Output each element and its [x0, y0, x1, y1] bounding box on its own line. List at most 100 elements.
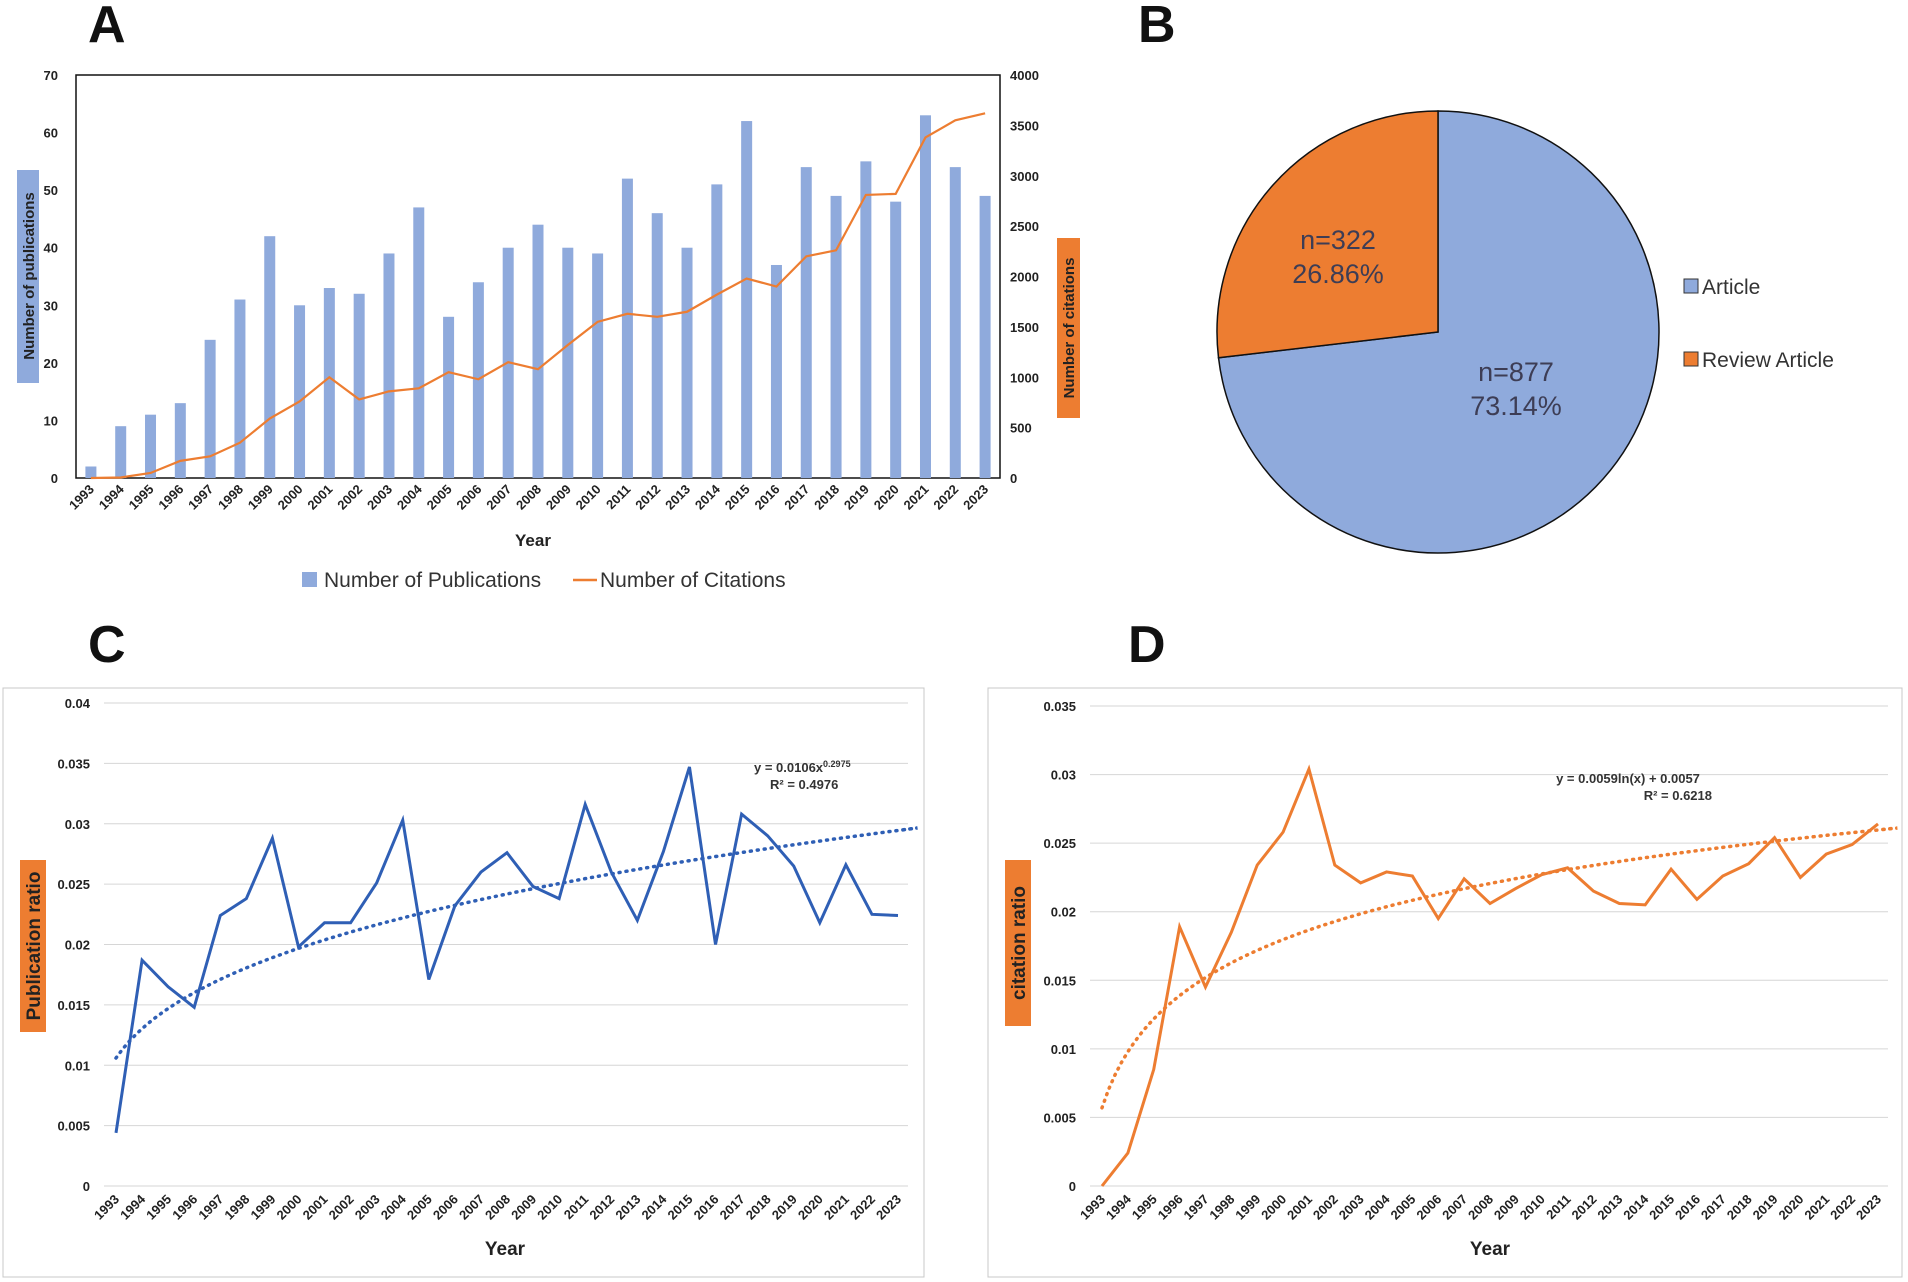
chart-a-x-tick-label: 2007 — [483, 482, 514, 513]
chart-a: 0 10 20 30 40 50 60 70 0 500 1000 1500 2000 2500 3000… — [17, 68, 1080, 592]
chart-d-series-line — [1100, 764, 1879, 1187]
legend-swatch-review-article — [1683, 351, 1699, 367]
pie-label-review-percent: 26.86% — [1292, 259, 1384, 289]
chart-b-legend: Article Review Article — [1683, 276, 1834, 372]
chart-a-y-tick-label: 20 — [44, 356, 58, 371]
chart-a-x-tick-label: 2012 — [632, 482, 663, 513]
chart-c-equation-base: y = 0.0106x — [754, 760, 824, 775]
chart-a-bar-1999 — [264, 236, 276, 478]
chart-c-x-tick-label: 2014 — [638, 1191, 670, 1223]
chart-a-bar-2019 — [860, 161, 872, 478]
chart-a-bar-1994 — [115, 426, 127, 478]
chart-c-x-tick-label: 1998 — [221, 1192, 252, 1223]
chart-c-x-tick-label: 2017 — [717, 1192, 748, 1223]
chart-d-r2: R² = 0.6218 — [1644, 788, 1712, 803]
chart-a-y2-tick-label: 1500 — [1010, 320, 1039, 335]
chart-d-x-tick-label: 2016 — [1672, 1192, 1703, 1223]
chart-a-x-tick-label: 2009 — [543, 482, 574, 513]
chart-a-bar-2017 — [800, 167, 812, 478]
chart-a-x-tick-label: 2011 — [603, 482, 634, 513]
chart-c-trendline — [114, 826, 918, 1060]
chart-c-gridlines — [104, 702, 908, 1187]
chart-a-citation-line — [90, 112, 986, 480]
chart-a-bar-1998 — [234, 299, 246, 478]
chart-c-x-tick-label: 2020 — [795, 1192, 826, 1223]
chart-c-x-tick-label: 2013 — [612, 1192, 643, 1223]
chart-a-y2-tick-label: 2000 — [1010, 270, 1039, 285]
chart-d-x-tick-label: 1995 — [1129, 1192, 1160, 1223]
chart-a-x-tick-label: 2019 — [841, 482, 872, 513]
chart-c-x-tick-label: 2011 — [561, 1192, 592, 1223]
chart-a-y-tick-label: 60 — [44, 126, 58, 141]
chart-a-y2-tick-label: 0 — [1010, 471, 1017, 486]
chart-a-x-tick-label: 1998 — [215, 482, 246, 513]
legend-label-article: Article — [1702, 276, 1760, 299]
chart-a-bar-2012 — [651, 213, 663, 478]
chart-d-x-ticks: 1993199419951996199719981999200020012002… — [1077, 1191, 1884, 1223]
chart-a-x-tick-label: 2021 — [901, 482, 932, 513]
chart-a-x-tick-label: 2022 — [930, 482, 961, 513]
chart-b-pie — [1216, 110, 1660, 554]
chart-a-y-tick-label: 70 — [44, 68, 58, 83]
chart-a-bar-2015 — [741, 121, 753, 479]
legend-swatch-article — [1683, 278, 1699, 294]
legend-label-citations: Number of Citations — [600, 569, 786, 592]
chart-d-y-title-bg — [1005, 860, 1031, 1026]
chart-a-bars — [85, 115, 991, 479]
chart-c-y-title-bg — [20, 860, 46, 1032]
chart-a-x-tick-label: 2014 — [692, 481, 724, 513]
chart-a-bar-2005 — [443, 316, 455, 478]
chart-a-x-tick-label: 2017 — [781, 482, 812, 513]
chart-d-y-tick-label: 0.035 — [1043, 699, 1076, 714]
chart-a-y2-ticks: 0 500 1000 1500 2000 2500 3000 3500 4000 — [1010, 68, 1039, 486]
chart-d-x-tick-label: 2020 — [1775, 1192, 1806, 1223]
chart-a-bar-2003 — [383, 253, 395, 478]
legend-swatch-publications — [302, 572, 317, 587]
chart-c-x-tick-label: 1993 — [91, 1192, 122, 1223]
chart-c-y-ticks: 0 0.005 0.01 0.015 0.02 0.025 0.03 0.035 0.04 — [57, 696, 90, 1194]
chart-d-x-tick-label: 2011 — [1543, 1192, 1574, 1223]
chart-d-frame — [987, 687, 1903, 1278]
pie-label-article-count: n=877 — [1478, 357, 1554, 387]
chart-a-bar-2002 — [353, 293, 365, 478]
chart-a-x-tick-label: 1999 — [245, 482, 276, 513]
chart-a-bar-2004 — [413, 207, 425, 478]
chart-d-x-tick-label: 2008 — [1465, 1192, 1496, 1223]
chart-c-x-tick-label: 2019 — [769, 1192, 800, 1223]
chart-c-x-tick-label: 1996 — [169, 1192, 200, 1223]
chart-a-x-tick-label: 2013 — [662, 482, 693, 513]
chart-a-y-tick-label: 10 — [44, 413, 58, 428]
pie-slice-article — [1217, 110, 1660, 554]
chart-c-series-line — [114, 766, 899, 1134]
chart-a-x-tick-label: 2006 — [453, 482, 484, 513]
chart-d-x-tick-label: 1998 — [1206, 1192, 1237, 1223]
chart-d-equation: y = 0.0059ln(x) + 0.0057 — [1556, 771, 1700, 786]
chart-c-x-tick-label: 2004 — [378, 1191, 410, 1223]
chart-c-equation: y = 0.0106x0.2975 — [754, 759, 851, 775]
chart-a-bar-2008 — [532, 224, 544, 478]
chart-d-x-tick-label: 2014 — [1620, 1191, 1652, 1223]
chart-c-x-tick-label: 2012 — [586, 1192, 617, 1223]
chart-d-x-tick-label: 2009 — [1491, 1192, 1522, 1223]
chart-c-x-tick-label: 2021 — [821, 1192, 852, 1223]
chart-a-x-tick-label: 2002 — [334, 482, 365, 513]
chart-a-bar-1993 — [85, 466, 97, 478]
chart-a-x-tick-label: 2001 — [304, 482, 335, 513]
chart-a-bar-2018 — [830, 195, 842, 478]
chart-d-x-tick-label: 2022 — [1827, 1192, 1858, 1223]
chart-a-x-ticks: 1993199419951996199719981999200020012002… — [66, 481, 991, 513]
chart-d-x-tick-label: 2007 — [1439, 1192, 1470, 1223]
chart-d-x-tick-label: 1994 — [1103, 1191, 1135, 1223]
chart-a-bar-2022 — [949, 167, 961, 478]
chart-a-bar-1996 — [174, 403, 186, 478]
pie-slice-review-article — [1216, 110, 1439, 359]
chart-c-y-tick-label: 0.025 — [57, 877, 90, 892]
chart-c-x-tick-label: 2016 — [691, 1192, 722, 1223]
chart-c-x-tick-label: 2008 — [482, 1192, 513, 1223]
chart-a-x-tick-label: 2015 — [722, 482, 753, 513]
chart-a-bar-2009 — [562, 247, 574, 478]
chart-d-x-tick-label: 2015 — [1646, 1192, 1677, 1223]
panel-letter-b: B — [1138, 0, 1176, 54]
chart-a-x-tick-label: 1997 — [185, 482, 216, 513]
